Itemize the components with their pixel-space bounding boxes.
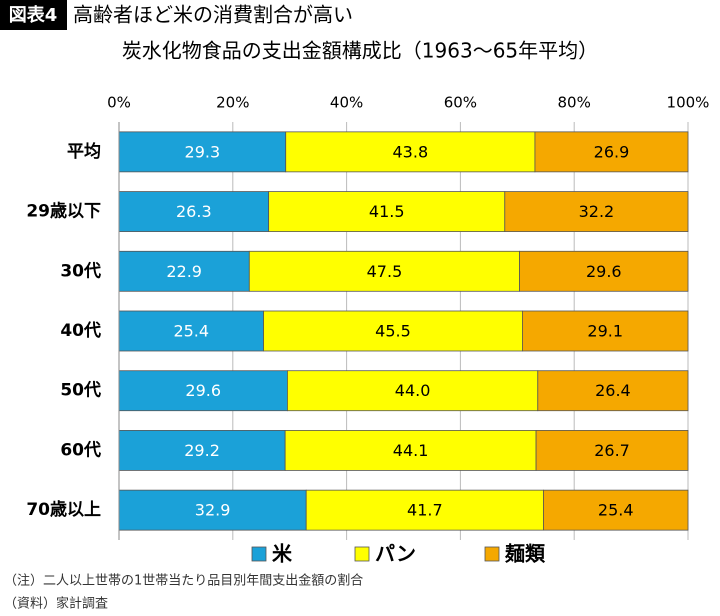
bar-segment (287, 370, 539, 412)
value-label: 26.3 (176, 202, 212, 221)
note: （注）二人以上世帯の1世帯当たり品目別年間支出金額の割合 (4, 573, 363, 589)
x-tick-label: 40% (330, 94, 363, 112)
y-tick-label: 40代 (60, 320, 101, 341)
value-label: 45.5 (375, 322, 411, 341)
y-tick-label: 30代 (60, 260, 101, 281)
bar-segment (118, 310, 264, 352)
note: （資料）家計調査 (4, 596, 108, 612)
value-label: 26.7 (594, 441, 630, 460)
bar-segment (284, 430, 537, 471)
bar-segment (534, 131, 689, 173)
legend-label: 米 (272, 542, 293, 566)
value-label: 25.4 (173, 322, 209, 341)
legend-swatch (484, 546, 500, 562)
bar-segment (248, 250, 520, 292)
chart-title: 高齢者ほど米の消費割合が高い (73, 3, 353, 27)
y-tick-label: 70歳以上 (26, 499, 101, 520)
value-label: 29.6 (185, 381, 221, 400)
bar-segment (504, 191, 689, 232)
x-tick-label: 20% (216, 94, 249, 112)
x-tick-label: 0% (107, 94, 131, 112)
value-label: 29.6 (586, 262, 622, 281)
bar-segment (285, 131, 536, 173)
bar-segment (118, 489, 307, 531)
bar-segment (118, 191, 270, 232)
badge: 図表4 (9, 4, 58, 26)
x-tick-label: 60% (444, 94, 477, 112)
value-label: 41.7 (407, 501, 443, 520)
value-label: 44.1 (393, 441, 429, 460)
y-tick-label: 平均 (67, 141, 101, 162)
badge-bg (0, 0, 67, 30)
x-tick-label: 100% (667, 94, 710, 112)
value-label: 26.4 (595, 381, 631, 400)
value-label: 32.9 (195, 501, 231, 520)
value-label: 29.2 (184, 441, 220, 460)
bar-segment (535, 430, 689, 471)
bar-segment (118, 430, 286, 471)
value-label: 41.5 (369, 202, 405, 221)
bar-segment (537, 370, 689, 412)
bar-segment (263, 310, 523, 352)
value-label: 43.8 (393, 142, 429, 161)
bar-segment (543, 489, 689, 531)
legend-label: パン (375, 542, 416, 566)
bar-segment (118, 250, 250, 292)
value-label: 29.1 (587, 322, 623, 341)
bar-segment (519, 250, 689, 292)
x-tick-label: 80% (558, 94, 591, 112)
value-label: 44.0 (395, 381, 431, 400)
value-label: 32.2 (579, 202, 615, 221)
legend-swatch (354, 546, 370, 562)
legend-swatch (251, 546, 267, 562)
chart-subtitle: 炭水化物食品の支出金額構成比（1963～65年平均） (122, 39, 598, 63)
legend-label: 麺類 (504, 542, 546, 566)
value-label: 47.5 (367, 262, 403, 281)
y-tick-label: 50代 (60, 380, 101, 401)
bar-segment (522, 310, 689, 352)
bar-segment (268, 191, 506, 232)
y-tick-label: 60代 (60, 439, 101, 460)
y-tick-label: 29歳以下 (26, 201, 101, 222)
value-label: 22.9 (166, 262, 202, 281)
value-label: 26.9 (594, 142, 630, 161)
value-label: 25.4 (598, 501, 634, 520)
value-label: 29.3 (185, 142, 221, 161)
